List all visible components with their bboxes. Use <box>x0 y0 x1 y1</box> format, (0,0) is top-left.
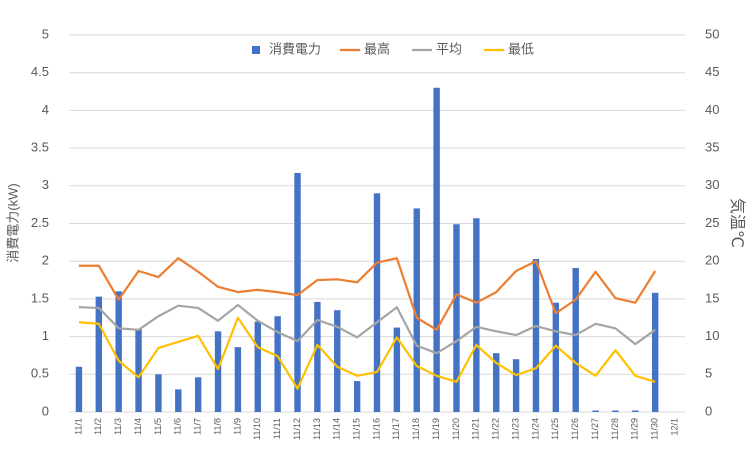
bar <box>612 410 619 412</box>
bar <box>115 291 122 412</box>
bar <box>512 359 520 412</box>
bar <box>651 292 659 412</box>
y-tick-label: 0.5 <box>31 366 49 381</box>
x-tick-label: 11/12 <box>292 418 302 440</box>
x-tick-label: 11/22 <box>491 418 501 440</box>
bar <box>314 301 321 412</box>
x-tick-label: 11/28 <box>610 418 620 440</box>
bar <box>433 87 440 412</box>
bar <box>294 172 301 412</box>
x-tick-label: 11/13 <box>312 418 322 440</box>
x-tick-label: 11/11 <box>272 418 282 439</box>
line <box>78 303 656 355</box>
y2-tick-label: 5 <box>705 366 712 381</box>
x-tick-label: 11/1 <box>73 418 83 435</box>
bar <box>572 267 579 412</box>
x-tick-label: 11/2 <box>93 418 103 435</box>
bar <box>194 377 202 412</box>
bar <box>175 389 182 412</box>
legend-swatch <box>252 46 260 54</box>
bar <box>453 224 460 412</box>
bar <box>493 353 500 412</box>
x-tick-label: 11/27 <box>590 418 600 440</box>
y2-tick-label: 40 <box>705 102 719 117</box>
bar <box>334 310 341 412</box>
y-tick-label: 2 <box>42 253 49 268</box>
bar <box>155 374 162 412</box>
x-tick-label: 11/29 <box>630 418 640 440</box>
x-tick-label: 11/24 <box>530 418 540 440</box>
x-tick-label: 11/6 <box>173 418 183 435</box>
bar <box>632 410 639 412</box>
x-tick-label: 11/3 <box>113 418 123 435</box>
y-tick-label: 3.5 <box>31 140 49 155</box>
y2-tick-label: 0 <box>705 403 712 418</box>
legend-label: 平均 <box>436 41 462 56</box>
x-tick-label: 12/1 <box>669 418 679 436</box>
y2-axis-label: 気温℃ <box>728 198 746 248</box>
bar <box>552 302 560 412</box>
legend-label: 消費電力 <box>269 41 321 56</box>
x-tick-label: 11/18 <box>411 418 421 440</box>
x-tick-label: 11/30 <box>650 418 660 440</box>
legend-label: 最高 <box>364 41 390 56</box>
bar <box>532 258 540 412</box>
y-tick-label: 3 <box>42 177 49 192</box>
bar <box>592 410 599 412</box>
x-tick-label: 11/25 <box>550 418 560 440</box>
x-tick-label: 11/20 <box>451 418 461 440</box>
x-tick-label: 11/16 <box>371 418 381 440</box>
x-tick-label: 11/23 <box>510 418 520 440</box>
x-tick-label: 11/8 <box>212 418 222 435</box>
y2-tick-label: 20 <box>705 253 719 268</box>
x-tick-label: 11/5 <box>153 418 163 435</box>
bar <box>75 366 83 412</box>
bar <box>353 381 361 412</box>
x-tick-label: 11/7 <box>193 418 203 435</box>
y-axis-label: 消費電力(kW) <box>5 183 20 262</box>
x-tick-label: 11/21 <box>471 418 481 440</box>
x-tick-label: 11/19 <box>431 418 441 440</box>
bar <box>95 296 103 412</box>
x-tick-label: 11/9 <box>232 418 242 435</box>
x-tick-label: 11/15 <box>352 418 362 440</box>
y2-tick-label: 15 <box>705 290 719 305</box>
y2-tick-label: 50 <box>705 26 719 41</box>
bar <box>373 193 381 412</box>
x-tick-label: 11/10 <box>252 418 262 440</box>
x-tick-label: 11/4 <box>133 418 143 435</box>
bar <box>234 347 242 412</box>
x-tick-label: 11/26 <box>570 418 580 440</box>
bar <box>274 316 281 412</box>
bar <box>254 321 261 412</box>
y2-tick-label: 25 <box>705 215 719 230</box>
y-tick-label: 0 <box>42 403 49 418</box>
line <box>78 316 656 390</box>
y2-tick-label: 45 <box>705 64 719 79</box>
legend-label: 最低 <box>508 41 534 56</box>
y2-tick-label: 35 <box>705 140 719 155</box>
bar <box>214 331 222 412</box>
bar <box>473 218 480 412</box>
y2-tick-label: 30 <box>705 177 719 192</box>
y-tick-label: 4.5 <box>31 64 49 79</box>
bar <box>135 329 142 412</box>
bar <box>413 208 420 412</box>
y2-tick-label: 10 <box>705 328 719 343</box>
line <box>78 257 657 331</box>
y-tick-label: 1 <box>42 328 49 343</box>
y-tick-label: 4 <box>42 102 49 117</box>
y-tick-label: 1.5 <box>31 290 49 305</box>
x-tick-label: 11/14 <box>332 418 342 440</box>
y-tick-label: 2.5 <box>31 215 49 230</box>
bar <box>393 327 401 412</box>
y-tick-label: 5 <box>42 26 49 41</box>
x-tick-label: 11/17 <box>391 418 401 440</box>
